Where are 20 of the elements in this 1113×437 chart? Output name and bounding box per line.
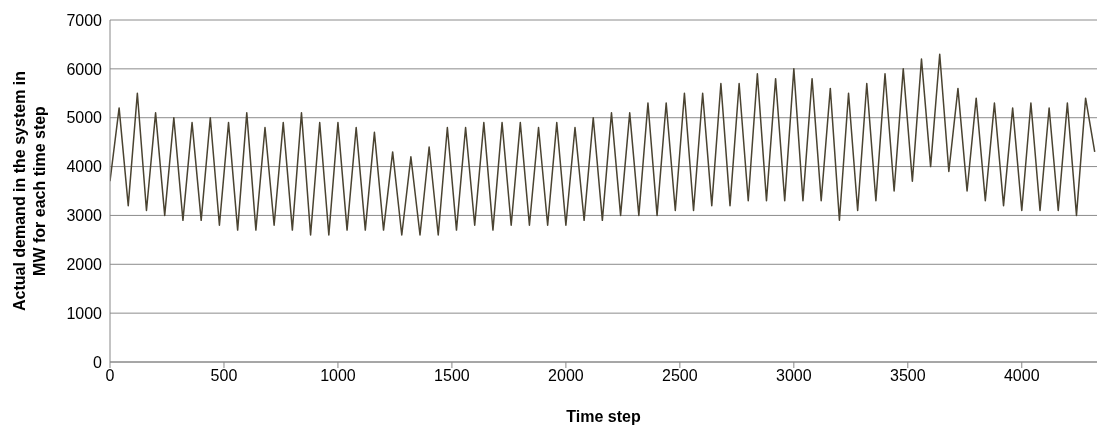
x-tick-label: 1000 <box>320 367 356 385</box>
y-tick-label: 5000 <box>66 109 103 127</box>
x-tick-label: 2500 <box>662 367 698 385</box>
y-tick-label: 0 <box>93 353 103 371</box>
y-axis-title: Actual demand in the system in MW for each time step <box>11 70 48 312</box>
y-tick-label: 2000 <box>66 255 103 273</box>
x-tick-label: 0 <box>105 367 115 385</box>
x-tick-label: 500 <box>210 367 238 385</box>
x-tick-label: 3000 <box>776 367 812 385</box>
x-tick-label: 2000 <box>548 367 584 385</box>
x-tick-label: 1500 <box>434 367 470 385</box>
y-tick-label: 4000 <box>66 158 103 176</box>
y-tick-label: 3000 <box>66 207 103 225</box>
x-axis-title: Time step <box>566 408 641 425</box>
y-tick-label: 6000 <box>66 60 103 78</box>
line-series <box>110 53 1096 236</box>
y-tick-label: 1000 <box>66 304 103 322</box>
y-tick-label: 7000 <box>66 11 103 29</box>
x-tick-label: 4000 <box>1003 367 1040 385</box>
x-tick-label: 3500 <box>890 367 926 385</box>
